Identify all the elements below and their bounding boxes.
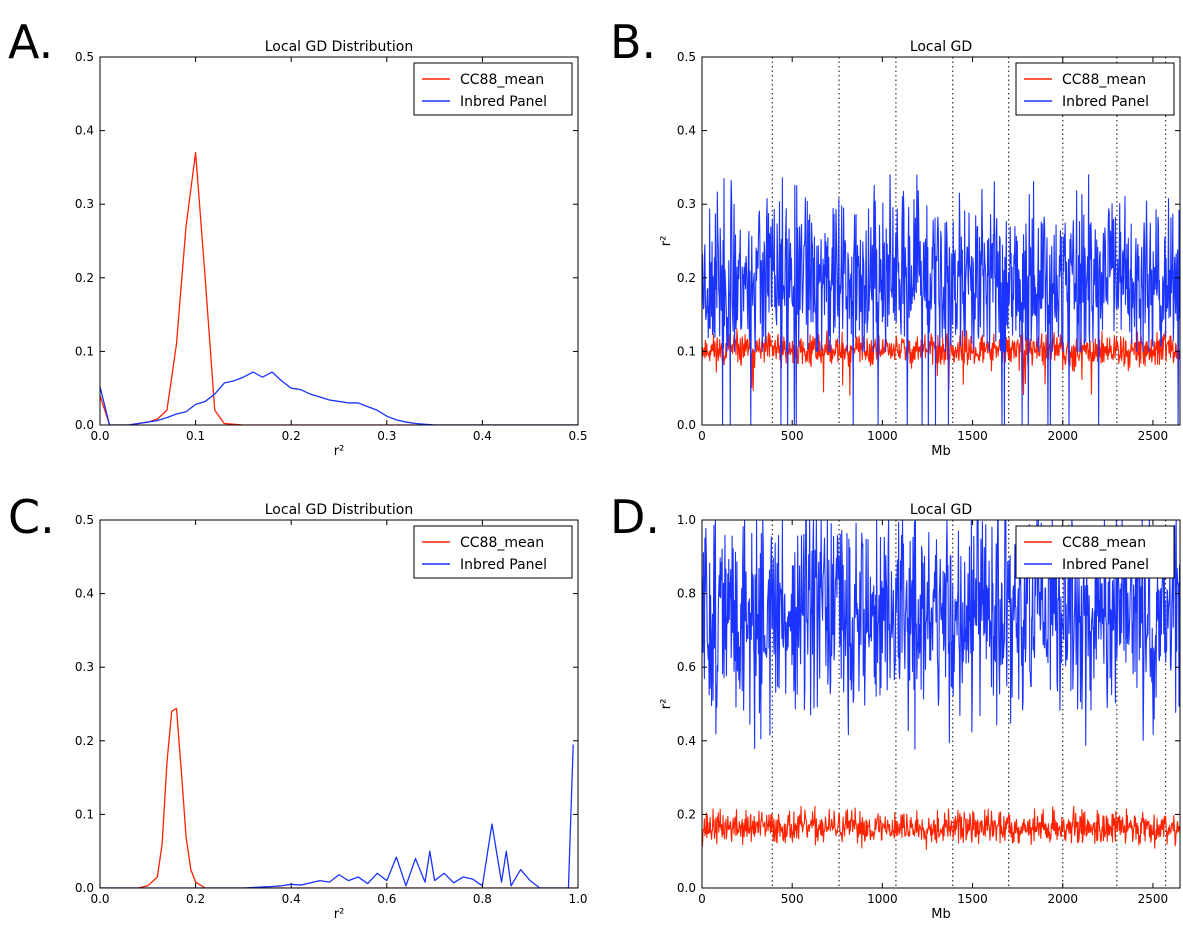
plot-area [702, 520, 1180, 850]
chart-title: Local GD Distribution [265, 39, 414, 55]
panel-letter: C. [8, 490, 55, 544]
x-axis-label: r² [334, 907, 345, 922]
legend-label: CC88_mean [1062, 535, 1146, 551]
plot-area [702, 174, 1180, 425]
x-tick-label: 2000 [1047, 892, 1078, 906]
chart-panel-d: D. 0 500 1000 1500 2000 2500 0.0 0.2 0.4 0.6 0.8 1.0… [610, 490, 1181, 922]
series-line-0 [702, 328, 1180, 396]
panel-letter: A. [8, 15, 53, 69]
x-axis-label: Mb [931, 444, 950, 459]
y-tick-label: 0.5 [677, 50, 696, 64]
y-tick-label: 0.2 [75, 271, 94, 285]
series-line-1 [100, 744, 574, 888]
x-tick-label: 0.8 [473, 892, 492, 906]
x-tick-label: 0.4 [282, 892, 301, 906]
legend-box [1015, 62, 1175, 116]
series-line-1 [100, 371, 578, 425]
legend-label: CC88_mean [460, 72, 544, 88]
chart-panel-a: A. 0.0 0.1 0.2 0.3 0.4 0.5 0.0 0.1 0.2 0.3 0.4 0.5 Lo… [8, 15, 588, 459]
x-axis-label: Mb [931, 907, 950, 922]
y-tick-label: 0.2 [75, 734, 94, 748]
x-tick-label: 0 [698, 892, 706, 906]
y-tick-label: 0.4 [75, 124, 94, 138]
x-tick-label: 1000 [867, 429, 898, 443]
legend: CC88_mean Inbred Panel [1015, 525, 1175, 579]
x-tick-label: 0.0 [90, 892, 109, 906]
series-line-0 [100, 152, 578, 425]
y-tick-label: 0.1 [677, 344, 696, 358]
legend: CC88_mean Inbred Panel [413, 62, 573, 116]
y-tick-label: 0.3 [75, 660, 94, 674]
chart-panel-b: B. 0 500 1000 1500 2000 2500 0.0 0.1 0.2 0.3 0.4 0.5… [610, 15, 1181, 459]
y-axis-label: r² [659, 236, 674, 247]
x-tick-label: 2500 [1138, 892, 1169, 906]
legend: CC88_mean Inbred Panel [1015, 62, 1175, 116]
x-tick-label: 1.0 [568, 892, 587, 906]
y-tick-label: 0.4 [677, 124, 696, 138]
legend-label: Inbred Panel [1062, 94, 1149, 110]
y-tick-label: 0.4 [75, 587, 94, 601]
y-axis-label: r² [659, 699, 674, 710]
y-tick-label: 0.3 [75, 197, 94, 211]
x-tick-label: 0.2 [282, 429, 301, 443]
legend-box [413, 62, 573, 116]
x-tick-label: 1000 [867, 892, 898, 906]
chart-panel-c: C. 0.0 0.2 0.4 0.6 0.8 1.0 0.0 0.1 0.2 0.3 0.4 0.5 Lo… [8, 490, 588, 922]
y-tick-label: 0.6 [677, 660, 696, 674]
y-tick-label: 0.4 [677, 734, 696, 748]
legend-label: CC88_mean [460, 535, 544, 551]
x-tick-label: 0.6 [377, 892, 396, 906]
plot-area [100, 152, 578, 425]
x-tick-label: 0 [698, 429, 706, 443]
x-tick-label: 0.3 [377, 429, 396, 443]
y-tick-label: 0.2 [677, 807, 696, 821]
x-tick-label: 1500 [957, 429, 988, 443]
y-tick-label: 0.3 [677, 197, 696, 211]
series-line-0 [100, 707, 578, 888]
x-tick-label: 500 [781, 429, 804, 443]
axes-frame [701, 56, 1181, 426]
y-tick-label: 0.8 [677, 587, 696, 601]
x-tick-label: 0.0 [90, 429, 109, 443]
y-tick-label: 0.2 [677, 271, 696, 285]
plot-area [100, 707, 578, 888]
chart-title: Local GD [910, 39, 972, 55]
series-line-1 [702, 520, 1180, 750]
legend-box [1015, 525, 1175, 579]
x-tick-label: 0.1 [186, 429, 205, 443]
legend-label: CC88_mean [1062, 72, 1146, 88]
x-tick-label: 1500 [957, 892, 988, 906]
y-tick-label: 0.5 [75, 513, 94, 527]
series-line-1 [702, 174, 1180, 425]
x-tick-label: 0.2 [186, 892, 205, 906]
x-tick-label: 2000 [1047, 429, 1078, 443]
axes-frame [99, 56, 579, 426]
legend-label: Inbred Panel [1062, 557, 1149, 573]
y-tick-label: 0.0 [677, 418, 696, 432]
chart-title: Local GD Distribution [265, 502, 414, 518]
y-tick-label: 0.1 [75, 344, 94, 358]
chart-title: Local GD [910, 502, 972, 518]
panel-letter: D. [610, 490, 660, 544]
axes-frame [701, 519, 1181, 889]
y-tick-label: 1.0 [677, 513, 696, 527]
legend: CC88_mean Inbred Panel [413, 525, 573, 579]
panel-letter: B. [610, 15, 656, 69]
y-tick-label: 0.5 [75, 50, 94, 64]
x-axis-label: r² [334, 444, 345, 459]
y-tick-label: 0.1 [75, 807, 94, 821]
legend-label: Inbred Panel [460, 557, 547, 573]
x-tick-label: 2500 [1138, 429, 1169, 443]
y-tick-label: 0.0 [75, 881, 94, 895]
y-tick-label: 0.0 [677, 881, 696, 895]
axes-frame [99, 519, 579, 889]
x-tick-label: 500 [781, 892, 804, 906]
series-line-0 [702, 805, 1180, 850]
y-tick-label: 0.0 [75, 418, 94, 432]
legend-label: Inbred Panel [460, 94, 547, 110]
legend-box [413, 525, 573, 579]
x-tick-label: 0.5 [568, 429, 587, 443]
x-tick-label: 0.4 [473, 429, 492, 443]
